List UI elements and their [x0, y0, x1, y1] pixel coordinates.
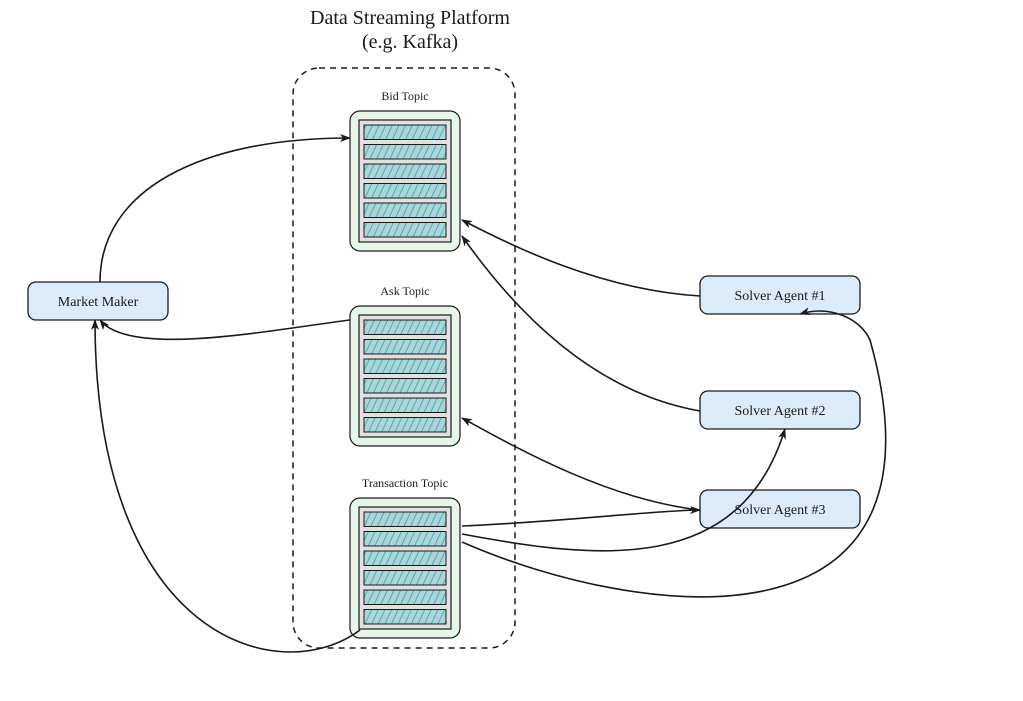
topics-layer: Bid Topic Ask Topic Transaction Topic	[350, 89, 460, 638]
diagram-canvas: Data Streaming Platform (e.g. Kafka) Bid…	[0, 0, 1023, 701]
node-s2: Solver Agent #2	[700, 391, 860, 429]
topic-bar	[364, 125, 446, 140]
topic-label-ask: Ask Topic	[380, 284, 429, 298]
topic-bar	[364, 532, 446, 547]
topic-bar	[364, 203, 446, 218]
topic-label-txn: Transaction Topic	[362, 476, 448, 490]
node-label-s3: Solver Agent #3	[735, 503, 826, 518]
topic-bar	[364, 379, 446, 394]
node-label-s2: Solver Agent #2	[735, 404, 826, 419]
topic-bar	[364, 164, 446, 179]
edge-txn-s3	[462, 510, 700, 526]
node-label-s1: Solver Agent #1	[735, 289, 826, 304]
topic-bar	[364, 551, 446, 566]
topic-bar	[364, 340, 446, 355]
node-s3: Solver Agent #3	[700, 490, 860, 528]
platform-title-line2: (e.g. Kafka)	[362, 31, 458, 53]
edge-s3-ask	[462, 418, 700, 510]
topic-bar	[364, 184, 446, 199]
topic-bar	[364, 398, 446, 413]
topic-txn: Transaction Topic	[350, 476, 460, 638]
platform-title-line1: Data Streaming Platform	[310, 7, 510, 29]
node-label-mm: Market Maker	[58, 295, 139, 310]
topic-bar	[364, 359, 446, 374]
edge-txn-s1	[462, 311, 886, 597]
edge-txn-mm	[95, 320, 360, 652]
topic-bid: Bid Topic	[350, 89, 460, 251]
topic-bar	[364, 418, 446, 433]
topic-bar	[364, 571, 446, 586]
topic-bar	[364, 610, 446, 625]
topic-bar	[364, 223, 446, 238]
edge-ask-mm	[100, 320, 350, 339]
edge-s1-bid	[462, 220, 700, 296]
topic-bar	[364, 512, 446, 527]
topic-bar	[364, 590, 446, 605]
topic-bar	[364, 320, 446, 335]
topic-bar	[364, 145, 446, 160]
topic-label-bid: Bid Topic	[381, 89, 428, 103]
edge-s2-bid	[462, 236, 700, 411]
edge-mm-bid	[100, 138, 350, 282]
node-mm: Market Maker	[28, 282, 168, 320]
topic-ask: Ask Topic	[350, 284, 460, 446]
node-s1: Solver Agent #1	[700, 276, 860, 314]
